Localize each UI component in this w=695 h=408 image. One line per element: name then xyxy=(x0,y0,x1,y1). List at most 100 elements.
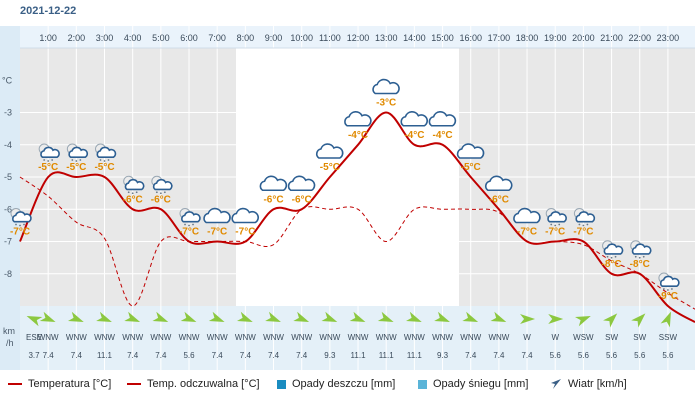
wind-speed-label: 7.4 xyxy=(465,351,477,360)
wind-arrow-icon xyxy=(405,311,422,323)
wind-arrow-shape xyxy=(520,314,536,324)
temperature-label: -7°C xyxy=(235,227,255,238)
wind-arrow-icon xyxy=(26,315,43,327)
cloud-shape xyxy=(400,111,428,127)
cloud-icon xyxy=(513,207,541,224)
cloud-icon xyxy=(287,175,316,192)
wind-speed-label: 9.3 xyxy=(437,351,449,360)
wind-direction-label: WNW xyxy=(235,333,256,342)
hour-label: 19:00 xyxy=(544,33,567,43)
wind-speed-label: 7.4 xyxy=(155,351,167,360)
wind-arrow-icon xyxy=(124,311,141,323)
wind-arrow-icon xyxy=(180,311,197,323)
wind-arrow-icon xyxy=(660,311,671,328)
wind-speed-label: 11.1 xyxy=(379,351,395,360)
legend-felt[interactable]: Temp. odczuwalna [°C] xyxy=(127,378,260,390)
temperature-label: -6°C xyxy=(151,194,171,205)
hour-label: 4:00 xyxy=(124,33,142,43)
wind-arrow-shape xyxy=(631,313,646,328)
wind-speed-label: 7.4 xyxy=(240,351,252,360)
legend-snow[interactable]: Opady śniegu [mm] xyxy=(418,378,528,390)
wind-speed-label: 5.6 xyxy=(550,351,562,360)
wind-speed-label: 7.4 xyxy=(521,351,533,360)
wind-direction-label: W xyxy=(523,333,531,342)
temperature-label: -7°C xyxy=(573,227,593,238)
wind-arrow-icon xyxy=(349,311,366,323)
wind-arrow-shape xyxy=(575,315,591,327)
chart-date: 2021-12-22 xyxy=(20,5,77,17)
snowflake xyxy=(586,223,589,226)
snowflake xyxy=(582,224,585,227)
wind-speed-label: 5.6 xyxy=(662,351,674,360)
hour-label: 1:00 xyxy=(39,33,57,43)
legend: Temperatura [°C] Temp. odczuwalna [°C] O… xyxy=(0,375,695,395)
snow-cloud-icon xyxy=(151,175,173,195)
cloud-shape xyxy=(259,175,288,192)
hour-label: 9:00 xyxy=(265,33,283,43)
wind-arrow-icon xyxy=(603,313,618,328)
wind-arrow-icon xyxy=(434,311,450,323)
legend-felt-label: Temp. odczuwalna [°C] xyxy=(147,378,260,390)
cloud-icon xyxy=(372,78,400,95)
temperature-label: -7°C xyxy=(517,227,537,238)
temperature-label: -8°C xyxy=(630,259,650,270)
wind-unit-h: /h xyxy=(6,338,14,348)
snowflake xyxy=(47,160,50,162)
cloud-shape xyxy=(547,211,567,223)
snowflake xyxy=(23,223,25,226)
wind-speed-label: 9.3 xyxy=(324,351,336,360)
snow-cloud-icon xyxy=(10,208,32,227)
wind-arrow-icon xyxy=(575,315,591,327)
temperature-swatch xyxy=(8,383,22,385)
wind-arrow-shape xyxy=(208,311,225,323)
wind-speed-label: 5.6 xyxy=(183,351,195,360)
cloud-shape xyxy=(203,207,231,224)
wind-speed-label: 7.4 xyxy=(127,351,139,360)
hour-label: 5:00 xyxy=(152,33,170,43)
wind-speed-label: 11.1 xyxy=(407,351,423,360)
snowflake xyxy=(131,192,134,195)
wind-direction-label: ESE xyxy=(26,333,42,342)
cloud-shape xyxy=(344,111,372,127)
hour-label: 15:00 xyxy=(431,33,454,43)
wind-direction-label: WNW xyxy=(207,333,228,342)
snow-cloud-icon xyxy=(66,143,89,162)
y-tick-label: -6 xyxy=(4,204,12,214)
hour-label: 3:00 xyxy=(96,33,114,43)
temperature-label: -7°C xyxy=(179,227,199,238)
wind-arrow-icon xyxy=(208,311,225,323)
hour-label: 22:00 xyxy=(628,33,651,43)
wind-direction-label: WNW xyxy=(179,333,200,342)
cloud-shape xyxy=(659,275,680,287)
cloud-shape xyxy=(456,143,485,159)
temperature-label: -3°C xyxy=(376,98,396,109)
legend-wind[interactable]: Wiatr [km/h] xyxy=(550,378,627,390)
wind-arrow-shape xyxy=(377,311,394,323)
snowflake xyxy=(667,289,669,291)
temperature-label: -9°C xyxy=(658,291,678,302)
wind-direction-label: WNW xyxy=(319,333,340,342)
temperature-label: -5°C xyxy=(38,162,58,173)
snowflake xyxy=(610,256,613,259)
snowflake xyxy=(663,288,665,290)
temperature-label: -8°C xyxy=(602,259,622,270)
snowflake xyxy=(638,256,641,259)
snowflake xyxy=(634,255,637,258)
felt-temperature-line xyxy=(19,176,695,310)
temperature-labels: -7°C -5°C -5°C -5°C -6°C -6°C -7°C -7°C -7°C -6°C… xyxy=(10,98,678,303)
wind-arrow-icon xyxy=(631,313,646,328)
legend-temperature[interactable]: Temperatura [°C] xyxy=(8,378,111,390)
temperature-label: -6°C xyxy=(263,194,283,205)
hour-label: 16:00 xyxy=(459,33,482,43)
legend-rain[interactable]: Opady deszczu [mm] xyxy=(277,378,395,390)
hour-label: 17:00 xyxy=(488,33,511,43)
cloud-shape xyxy=(231,207,259,224)
cloud-icon xyxy=(400,111,428,127)
snowflake xyxy=(99,159,102,161)
snowflake xyxy=(578,223,581,226)
rain-swatch xyxy=(277,379,286,389)
cloud-shape xyxy=(513,207,541,224)
snow-cloud-icon xyxy=(38,143,60,162)
wind-speed-label: 11.1 xyxy=(97,351,113,360)
wind-direction-label: WSW xyxy=(573,333,594,342)
